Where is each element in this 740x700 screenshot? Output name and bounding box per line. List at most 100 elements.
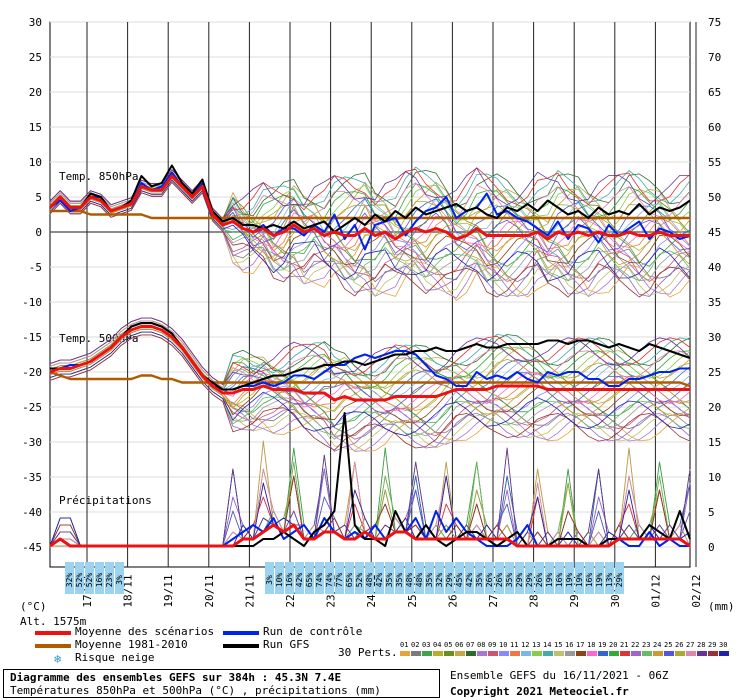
snow-risk-left-bar [105, 562, 114, 594]
ensemble-swatch [554, 651, 564, 656]
snow-risk-right-bar [515, 562, 524, 594]
snow-risk-left-bar [85, 562, 94, 594]
right-unit-label: (mm) [708, 600, 735, 613]
snow-risk-right-bar [275, 562, 284, 594]
snow-risk-left-label: 32% [65, 573, 74, 588]
snow-risk-right-label: 42% [295, 573, 304, 588]
panel-label-t500: Temp. 500hPa [59, 332, 138, 345]
title-box: Diagramme des ensembles GEFS sur 384h : … [3, 669, 440, 698]
legend-gfs-label: Run GFS [263, 638, 310, 651]
snow-risk-right-bar [595, 562, 604, 594]
run-info: Ensemble GEFS du 16/11/2021 - 06Z [450, 669, 669, 682]
snow-risk-right-bar [425, 562, 434, 594]
left-tick-label: -35 [22, 471, 42, 484]
snow-risk-left-bar [115, 562, 124, 594]
panel-label-precip: Précipitations [59, 494, 152, 507]
legend-gfs-swatch [223, 644, 259, 648]
right-tick-label: 50 [708, 191, 721, 204]
snow-risk-right-bar [365, 562, 374, 594]
ensemble-id: 28 [697, 641, 705, 649]
snow-risk-right-label: 65% [345, 573, 354, 588]
right-tick-label: 65 [708, 86, 721, 99]
ensemble-swatch [697, 651, 707, 656]
right-tick-label: 30 [708, 331, 721, 344]
snow-risk-right-bar [545, 562, 554, 594]
snow-risk-right-label: 45% [455, 573, 464, 588]
right-tick-label: 10 [708, 471, 721, 484]
copyright: Copyright 2021 Meteociel.fr [450, 685, 629, 698]
ensemble-member-t500 [49, 334, 691, 451]
left-tick-label: 30 [29, 16, 42, 29]
right-tick-label: 35 [708, 296, 721, 309]
ensemble-swatch [521, 651, 531, 656]
snow-risk-right-bar [445, 562, 454, 594]
right-tick-label: 0 [708, 541, 715, 554]
snow-risk-right-label: 29% [515, 573, 524, 588]
left-tick-label: -45 [22, 541, 42, 554]
right-tick-label: 55 [708, 156, 721, 169]
ensemble-id: 04 [433, 641, 441, 649]
snow-risk-right-bar [585, 562, 594, 594]
snow-risk-right-label: 65% [305, 573, 314, 588]
legend-clim-label: Moyenne 1981-2010 [75, 638, 188, 651]
right-tick-label: 25 [708, 366, 721, 379]
left-tick-label: 5 [35, 191, 42, 204]
x-tick-label: 18/11 [122, 574, 135, 607]
ensemble-swatch [631, 651, 641, 656]
left-unit-label: (°C) [20, 600, 47, 613]
snow-risk-left-bar [75, 562, 84, 594]
right-tick-label: 45 [708, 226, 721, 239]
legend: Moyenne des scénarios Moyenne 1981-2010 … [0, 625, 740, 669]
right-tick-label: 70 [708, 51, 721, 64]
snow-risk-right-bar [285, 562, 294, 594]
snow-risk-left-label: 23% [105, 573, 114, 588]
legend-control-swatch [223, 631, 259, 635]
chart-subtitle: Températures 850hPa et 500hPa (°C) , pré… [10, 684, 381, 697]
ensemble-id: 17 [576, 641, 584, 649]
snow-risk-left-label: 3% [115, 575, 124, 585]
ensemble-id: 01 [400, 641, 408, 649]
ensemble-id: 20 [609, 641, 617, 649]
snow-risk-right-bar [575, 562, 584, 594]
ensemble-id: 05 [444, 641, 452, 649]
mean-line-t850 [48, 174, 690, 241]
snow-risk-right-label: 26% [485, 573, 494, 588]
snow-risk-right-bar [295, 562, 304, 594]
ensemble-member-t850 [49, 179, 691, 282]
ensemble-swatch [433, 651, 443, 656]
ensemble-id: 24 [653, 641, 661, 649]
snow-risk-right-bar [265, 562, 274, 594]
snow-risk-right-bar [605, 562, 614, 594]
x-tick-label: 01/12 [649, 574, 662, 607]
left-tick-label: -40 [22, 506, 42, 519]
x-tick-label: 02/12 [690, 574, 703, 607]
legend-mean-swatch [35, 631, 71, 635]
snow-risk-right-bar [535, 562, 544, 594]
ensemble-id: 23 [642, 641, 650, 649]
ensemble-swatch [653, 651, 663, 656]
snow-risk-right-label: 42% [465, 573, 474, 588]
left-tick-label: 25 [29, 51, 42, 64]
snow-risk-right-label: 32% [435, 573, 444, 588]
snow-risk-right-label: 35% [475, 573, 484, 588]
ensemble-id: 16 [565, 641, 573, 649]
ensemble-count-label: 30 Perts. [338, 646, 398, 659]
snow-risk-right-label: 35% [425, 573, 434, 588]
x-tick-label: 21/11 [243, 574, 256, 607]
snow-risk-left-label: 52% [85, 573, 94, 588]
ensemble-id: 29 [708, 641, 716, 649]
ensemble-swatch [664, 651, 674, 656]
ensemble-id: 26 [675, 641, 683, 649]
snow-risk-right-label: 48% [365, 573, 374, 588]
ensemble-swatch [587, 651, 597, 656]
ensemble-swatch [719, 651, 729, 656]
ensemble-id: 11 [510, 641, 518, 649]
ensemble-swatch [422, 651, 432, 656]
ensemble-id: 30 [719, 641, 727, 649]
snow-risk-right-bar [485, 562, 494, 594]
left-tick-label: -30 [22, 436, 42, 449]
ensemble-swatch [620, 651, 630, 656]
ensemble-swatch [609, 651, 619, 656]
ensemble-swatch [411, 651, 421, 656]
ensemble-id: 19 [598, 641, 606, 649]
